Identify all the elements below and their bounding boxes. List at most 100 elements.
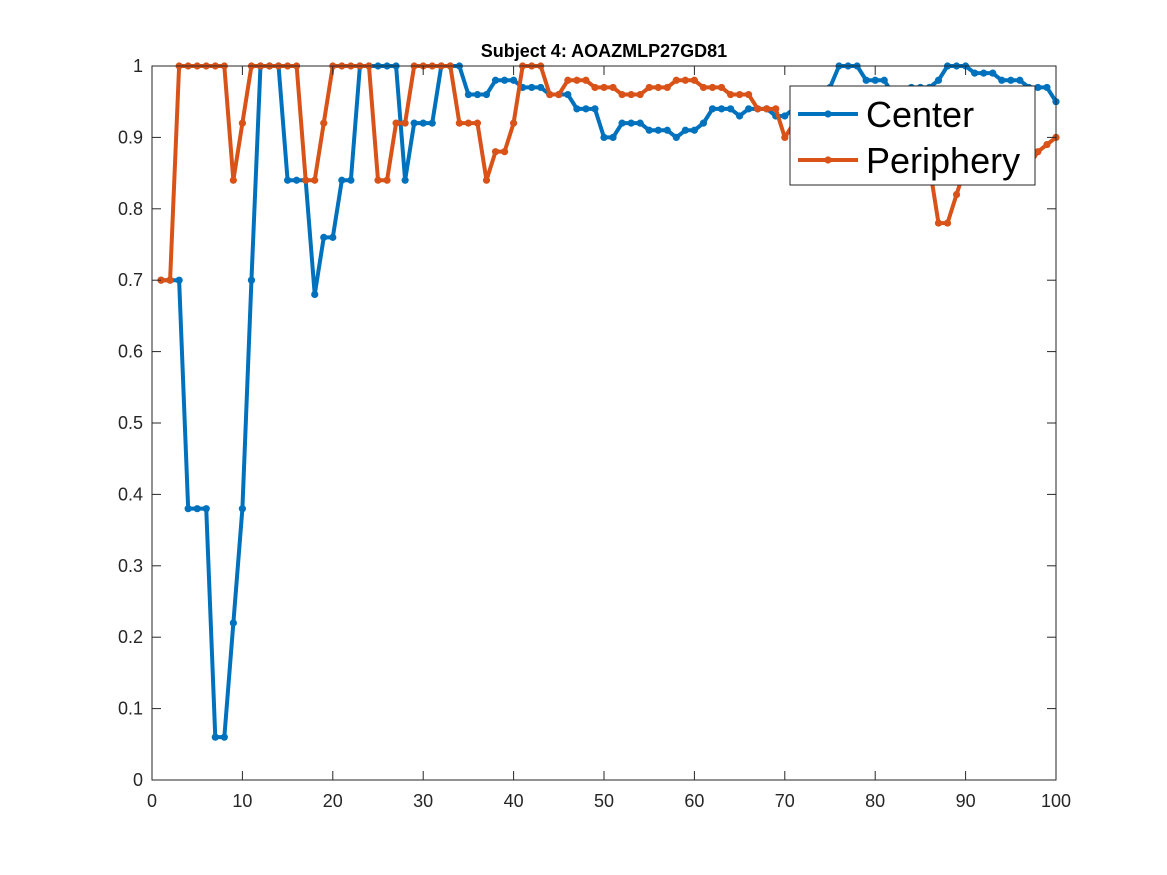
data-point — [202, 505, 210, 513]
data-point — [229, 176, 237, 184]
data-point — [184, 505, 192, 513]
data-point — [347, 176, 355, 184]
data-point — [284, 176, 292, 184]
data-point — [311, 290, 319, 299]
data-point — [401, 119, 409, 127]
y-tick-label: 0.4 — [118, 484, 143, 504]
data-point — [509, 119, 518, 127]
legend-label: Center — [866, 94, 974, 135]
legend-swatch-marker — [824, 110, 832, 118]
data-point — [934, 76, 943, 84]
data-point — [229, 619, 237, 627]
data-point — [528, 83, 536, 92]
x-tick-label: 80 — [865, 791, 885, 811]
x-tick-label: 20 — [323, 791, 343, 811]
data-point — [464, 119, 472, 127]
data-point — [998, 76, 1006, 84]
data-point — [211, 733, 219, 741]
x-tick-label: 30 — [413, 791, 433, 811]
data-point — [681, 76, 689, 84]
data-point — [636, 119, 644, 127]
data-point — [663, 126, 671, 134]
data-point — [491, 148, 500, 156]
y-tick-label: 0.6 — [118, 342, 143, 362]
data-point — [690, 76, 699, 84]
data-point — [193, 505, 201, 513]
data-point — [455, 119, 463, 127]
data-point — [428, 119, 436, 127]
data-point — [699, 83, 708, 92]
data-point — [1016, 76, 1024, 84]
data-point — [600, 83, 608, 92]
data-point — [564, 90, 572, 99]
data-point — [374, 176, 382, 184]
data-point — [989, 69, 997, 77]
data-point — [564, 76, 572, 84]
x-tick-label: 90 — [956, 791, 976, 811]
data-point — [555, 90, 563, 99]
data-point — [934, 219, 943, 227]
data-point — [609, 133, 617, 141]
data-point — [645, 83, 653, 92]
legend-entry-periphery: Periphery — [798, 140, 1020, 181]
data-point — [618, 90, 626, 99]
data-point — [745, 105, 753, 113]
x-tick-label: 40 — [504, 791, 524, 811]
data-point — [736, 112, 744, 120]
data-point — [763, 105, 771, 113]
data-point — [600, 133, 608, 141]
data-point — [636, 90, 644, 99]
chart-title: Subject 4: AOAZMLP27GD81 — [481, 41, 727, 61]
data-point — [772, 105, 780, 113]
data-point — [754, 105, 762, 113]
data-point — [573, 105, 581, 113]
data-point — [663, 83, 671, 92]
data-point — [473, 90, 482, 99]
data-point — [672, 76, 680, 84]
data-point — [383, 176, 391, 184]
data-point — [175, 276, 183, 284]
y-tick-label: 0.5 — [118, 413, 143, 433]
data-point — [509, 76, 518, 84]
data-point — [745, 90, 753, 99]
legend: Center Periphery — [789, 85, 1036, 186]
data-point — [546, 90, 554, 99]
data-point — [473, 119, 482, 127]
data-point — [654, 83, 662, 92]
data-point — [320, 119, 328, 127]
data-point — [311, 176, 319, 184]
data-point — [247, 276, 256, 284]
data-point — [717, 105, 726, 113]
y-tick-label: 0 — [133, 770, 143, 790]
x-tick-label: 0 — [147, 791, 157, 811]
x-tick-label: 100 — [1041, 791, 1071, 811]
data-point — [401, 176, 409, 184]
data-point — [500, 148, 509, 156]
data-point — [781, 112, 789, 120]
data-point — [220, 733, 228, 741]
data-point — [500, 76, 509, 84]
data-point — [482, 176, 491, 184]
data-point — [591, 83, 599, 92]
data-point — [681, 126, 689, 134]
data-point — [1034, 83, 1042, 92]
data-point — [1034, 148, 1042, 156]
data-point — [482, 90, 491, 99]
data-point — [609, 83, 617, 92]
data-point — [862, 76, 870, 84]
data-point — [238, 119, 246, 127]
data-point — [338, 176, 346, 184]
data-point — [591, 105, 599, 113]
data-point — [627, 90, 635, 99]
data-point — [329, 233, 337, 241]
data-point — [410, 119, 418, 127]
data-point — [627, 119, 635, 127]
data-point — [1007, 76, 1015, 84]
data-point — [726, 90, 735, 99]
data-point — [980, 69, 988, 77]
y-tick-label: 0.3 — [118, 556, 143, 576]
data-point — [699, 119, 708, 127]
data-point — [952, 190, 961, 199]
data-point — [166, 276, 174, 284]
